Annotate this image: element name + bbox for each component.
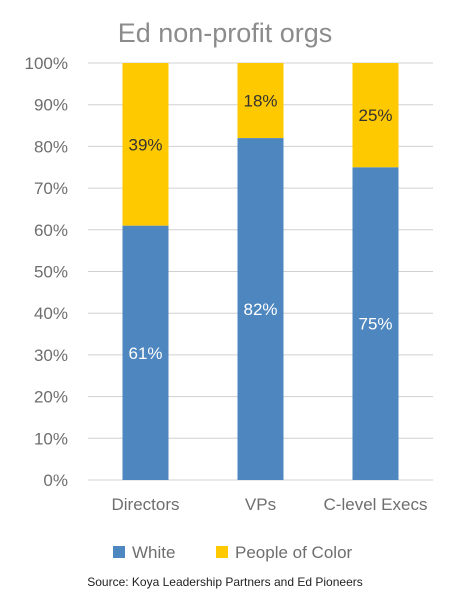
legend-label: White xyxy=(132,543,175,562)
y-tick-label: 0% xyxy=(43,471,68,490)
bar-segment xyxy=(237,138,284,480)
y-tick-label: 30% xyxy=(34,346,68,365)
category-label: Directors xyxy=(111,495,179,514)
category-label: C-level Execs xyxy=(324,495,428,514)
source-note: Source: Koya Leadership Partners and Ed … xyxy=(87,575,363,589)
legend-label: People of Color xyxy=(235,543,353,562)
bar-segment xyxy=(352,63,399,168)
y-tick-label: 40% xyxy=(34,304,68,323)
legend: White People of Color xyxy=(113,543,353,562)
data-label: 75% xyxy=(358,315,392,334)
x-axis-categories: Directors VPs C-level Execs xyxy=(111,495,427,514)
data-label: 61% xyxy=(128,344,162,363)
y-tick-label: 10% xyxy=(34,429,68,448)
data-labels: 61% 39% 82% 18% 75% 25% xyxy=(128,92,392,363)
bar-segment xyxy=(352,167,399,480)
bar-segment xyxy=(237,63,284,139)
data-label: 25% xyxy=(358,106,392,125)
y-tick-label: 90% xyxy=(34,96,68,115)
category-label: VPs xyxy=(245,495,276,514)
data-label: 82% xyxy=(243,300,277,319)
y-tick-label: 60% xyxy=(34,221,68,240)
data-label: 18% xyxy=(243,92,277,111)
data-label: 39% xyxy=(128,135,162,154)
chart-title: Ed non-profit orgs xyxy=(118,18,333,48)
bar-segment xyxy=(122,225,169,480)
y-tick-label: 50% xyxy=(34,263,68,282)
bar-segment xyxy=(122,63,169,226)
legend-swatch xyxy=(216,546,228,558)
bars xyxy=(122,63,399,480)
legend-swatch xyxy=(113,546,125,558)
y-tick-label: 20% xyxy=(34,388,68,407)
y-tick-label: 100% xyxy=(25,54,68,73)
y-axis-ticks: 0% 10% 20% 30% 40% 50% 60% 70% 80% 90% 100% xyxy=(25,54,68,490)
y-tick-label: 80% xyxy=(34,137,68,156)
y-tick-label: 70% xyxy=(34,179,68,198)
